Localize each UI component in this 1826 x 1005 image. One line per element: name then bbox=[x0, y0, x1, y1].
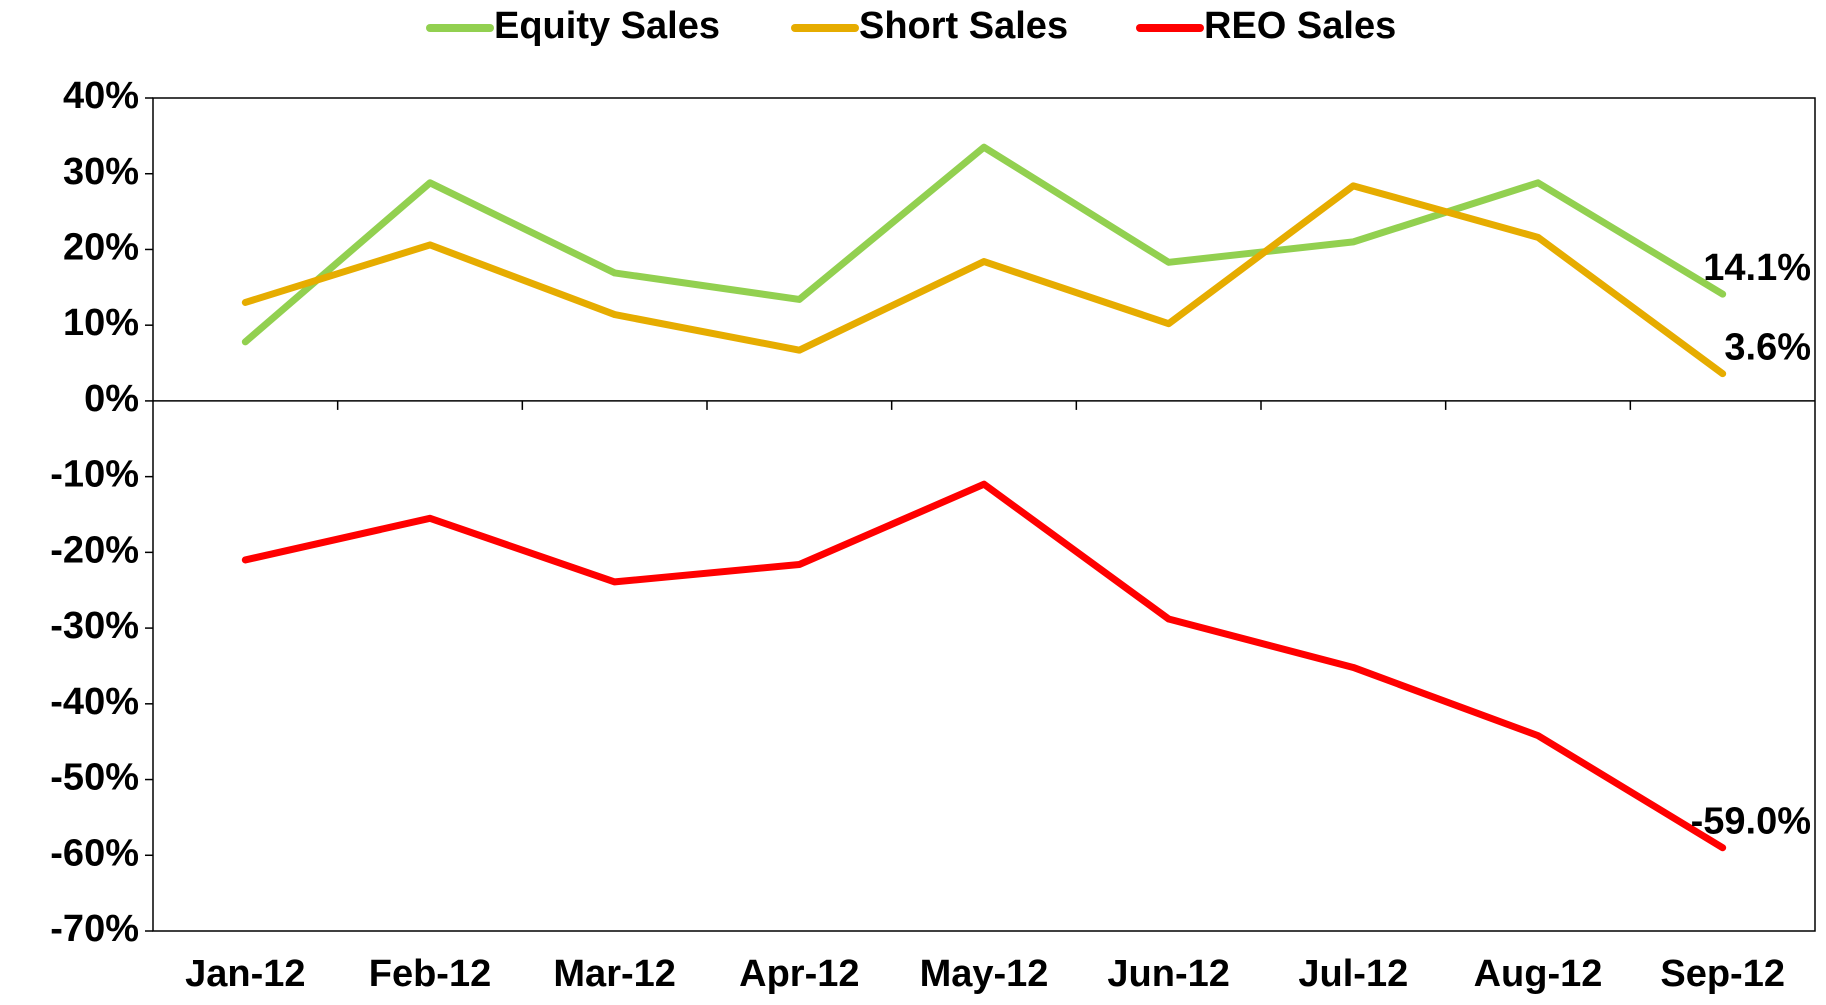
x-tick-label: May-12 bbox=[920, 953, 1049, 995]
y-tick-label: -10% bbox=[50, 454, 139, 496]
x-tick-label: Apr-12 bbox=[739, 953, 859, 995]
series-line bbox=[241, 143, 1727, 346]
x-tick-label: Aug-12 bbox=[1474, 953, 1603, 995]
data-label: -59.0% bbox=[1691, 801, 1811, 843]
y-tick-label: -70% bbox=[50, 908, 139, 950]
y-tick-label: 40% bbox=[63, 75, 139, 117]
y-tick-label: 20% bbox=[63, 226, 139, 268]
x-tick-label: Jun-12 bbox=[1107, 953, 1229, 995]
series-line bbox=[241, 480, 1727, 852]
y-tick-label: 10% bbox=[63, 302, 139, 344]
y-tick-label: -40% bbox=[50, 681, 139, 723]
y-tick-label: -20% bbox=[50, 529, 139, 571]
y-tick-label: -50% bbox=[50, 757, 139, 799]
x-tick-label: Mar-12 bbox=[553, 953, 676, 995]
y-tick-label: -60% bbox=[50, 832, 139, 874]
y-tick-label: 0% bbox=[84, 378, 139, 420]
legend-label: REO Sales bbox=[1204, 5, 1396, 47]
data-label: 14.1% bbox=[1703, 247, 1811, 289]
x-tick-label: Sep-12 bbox=[1660, 953, 1785, 995]
legend-label: Equity Sales bbox=[494, 5, 720, 47]
series-line bbox=[241, 182, 1727, 378]
y-tick-label: -30% bbox=[50, 605, 139, 647]
x-tick-label: Jul-12 bbox=[1298, 953, 1408, 995]
legend-label: Short Sales bbox=[859, 5, 1068, 47]
y-tick-label: 30% bbox=[63, 151, 139, 193]
x-tick-label: Feb-12 bbox=[369, 953, 491, 995]
data-label: 3.6% bbox=[1724, 327, 1811, 369]
plot-area bbox=[152, 97, 1816, 932]
x-tick-label: Jan-12 bbox=[185, 953, 305, 995]
